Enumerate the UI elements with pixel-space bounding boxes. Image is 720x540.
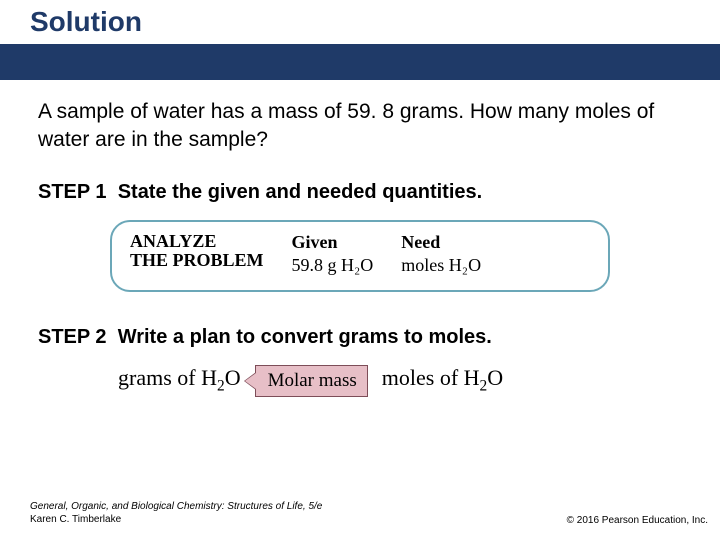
arrow-fill	[245, 373, 256, 389]
content-area: A sample of water has a mass of 59. 8 gr…	[0, 80, 720, 397]
conv-right-suffix: O	[487, 365, 503, 390]
analyze-line1: ANALYZE	[130, 232, 264, 252]
footer-author: Karen C. Timberlake	[30, 514, 322, 527]
title-area: Solution	[0, 0, 720, 38]
step2-label: STEP 2	[38, 326, 107, 348]
step1-label: STEP 1	[38, 181, 107, 203]
conversion-left: grams of H2O	[118, 365, 241, 395]
need-val: moles H₂O	[401, 255, 481, 276]
footer-left: General, Organic, and Biological Chemist…	[30, 501, 322, 526]
footer-book: General, Organic, and Biological Chemist…	[30, 501, 322, 514]
footer: General, Organic, and Biological Chemist…	[30, 501, 708, 526]
slide-title: Solution	[30, 6, 720, 38]
analyze-col-1: ANALYZE THE PROBLEM	[130, 232, 264, 276]
conv-left-sub: 2	[217, 378, 225, 395]
conv-left-prefix: grams of H	[118, 365, 217, 390]
given-val: 59.8 g H₂O	[292, 255, 374, 276]
molar-mass-box: Molar mass	[255, 365, 368, 397]
step2-text: Write a plan to convert grams to moles.	[118, 326, 492, 348]
given-head: Given	[292, 232, 374, 253]
header-band	[0, 44, 720, 80]
step1-text: State the given and needed quantities.	[118, 181, 483, 203]
need-head: Need	[401, 232, 481, 253]
step2-line: STEP 2 Write a plan to convert grams to …	[38, 326, 682, 349]
conversion-right: moles of H2O	[382, 365, 503, 395]
analyze-col-need: Need moles H₂O	[401, 232, 481, 276]
footer-copyright: © 2016 Pearson Education, Inc.	[567, 515, 708, 526]
conversion-line: grams of H2O Molar mass moles of H2O	[118, 365, 682, 397]
problem-statement: A sample of water has a mass of 59. 8 gr…	[38, 98, 682, 155]
conv-left-suffix: O	[225, 365, 241, 390]
analyze-box: ANALYZE THE PROBLEM Given 59.8 g H₂O Nee…	[110, 220, 610, 292]
analyze-col-given: Given 59.8 g H₂O	[292, 232, 374, 276]
step1-line: STEP 1 State the given and needed quanti…	[38, 181, 682, 204]
conv-right-prefix: moles of H	[382, 365, 480, 390]
analyze-line2: THE PROBLEM	[130, 251, 264, 271]
molar-mass-text: Molar mass	[268, 370, 357, 392]
